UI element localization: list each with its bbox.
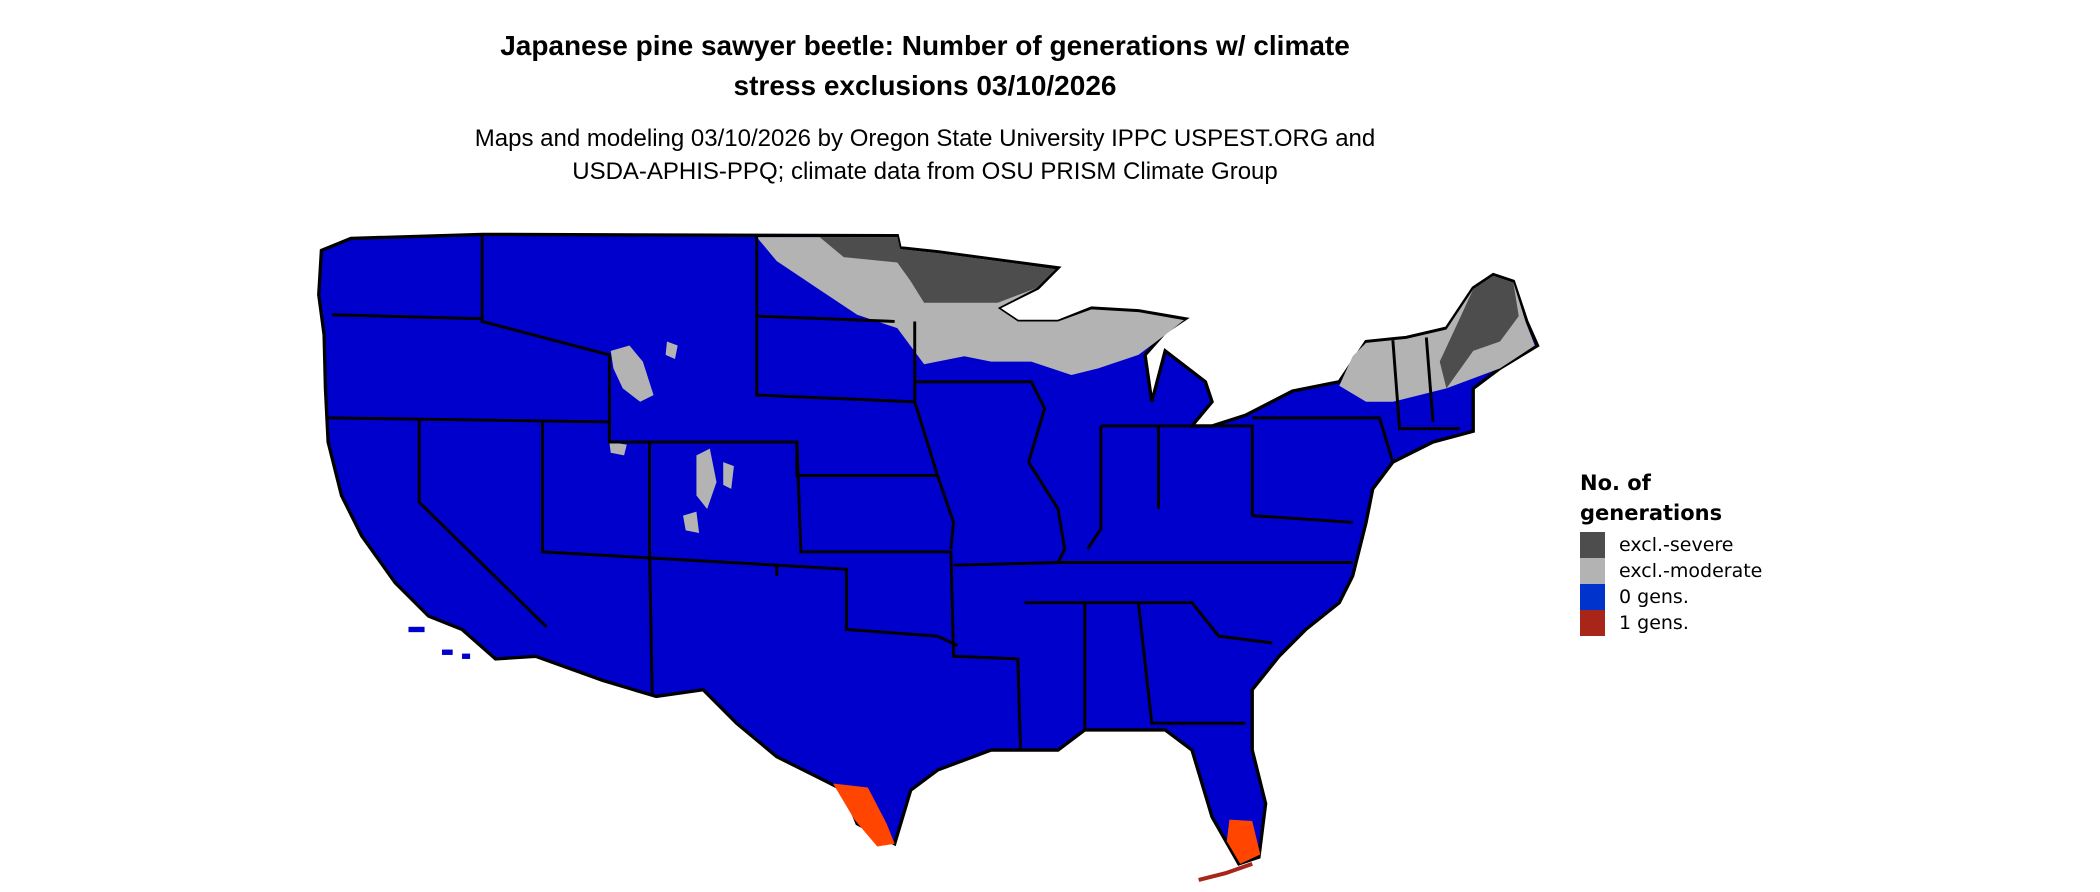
legend-title-line-1: No. of: [1580, 471, 1651, 495]
legend-item-1-gens: 1 gens.: [1580, 610, 1762, 636]
legend-label: 0 gens.: [1619, 586, 1689, 608]
region-one-gen-south-texas: [833, 783, 895, 847]
region-excl-moderate-north-central: [756, 237, 1184, 376]
region-zero-gens: [317, 232, 1540, 866]
state-borders: [328, 234, 1460, 751]
coastal-islands: [408, 626, 471, 659]
map-title-line-1: Japanese pine sawyer beetle: Number of g…: [500, 30, 1350, 61]
map-subtitle-line-2: USDA-APHIS-PPQ; climate data from OSU PR…: [572, 158, 1278, 185]
map-title-line-2: stress exclusions 03/10/2026: [733, 70, 1117, 101]
region-excl-moderate-rockies: [609, 341, 734, 534]
legend-item-excl-moderate: excl.-moderate: [1580, 558, 1762, 584]
region-one-gen-south-florida: [1226, 819, 1261, 864]
legend-label: 1 gens.: [1619, 612, 1689, 634]
legend-label: excl.-severe: [1619, 534, 1734, 556]
legend-title-line-2: generations: [1580, 501, 1723, 525]
legend-item-excl-severe: excl.-severe: [1580, 532, 1762, 558]
legend-swatch-0-gens: [1580, 584, 1605, 610]
legend-swatch-excl-moderate: [1580, 558, 1605, 584]
legend-item-0-gens: 0 gens.: [1580, 584, 1762, 610]
legend: No. of generations excl.-severe excl.-mo…: [1580, 468, 1762, 636]
legend-swatch-excl-severe: [1580, 532, 1605, 558]
region-excl-severe-minnesota: [819, 237, 1056, 303]
legend-swatch-1-gens: [1580, 610, 1605, 636]
florida-keys: [1198, 861, 1253, 882]
legend-label: excl.-moderate: [1619, 560, 1763, 582]
map-subtitle-line-1: Maps and modeling 03/10/2026 by Oregon S…: [474, 125, 1376, 152]
region-excl-severe-maine: [1439, 275, 1519, 389]
